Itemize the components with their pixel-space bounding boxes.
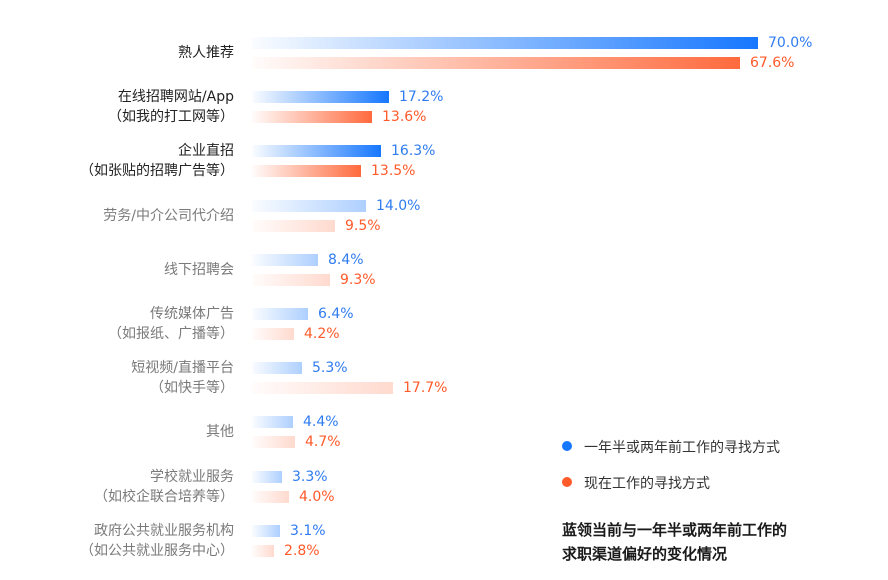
chart-title-line1: 蓝领当前与一年半或两年前工作的 bbox=[562, 521, 788, 539]
legend-label: 一年半或两年前工作的寻找方式 bbox=[584, 440, 780, 456]
legend-item-previous: 一年半或两年前工作的寻找方式 bbox=[562, 438, 780, 458]
bar-previous bbox=[252, 91, 389, 104]
bar-current bbox=[252, 490, 289, 503]
bar-current bbox=[252, 544, 274, 557]
category-label-line1: 线下招聘会 bbox=[164, 261, 234, 278]
value-label-previous: 6.4% bbox=[318, 306, 354, 322]
value-label-current: 4.7% bbox=[305, 434, 341, 451]
chart-title-line2: 求职渠道偏好的变化情况 bbox=[562, 545, 728, 563]
category-label-line2: （如我的打工网等） bbox=[108, 109, 234, 126]
bar-current bbox=[252, 328, 294, 340]
category-label-line1: 企业直招 bbox=[178, 143, 234, 160]
bar-group: 传统媒体广告 （如报纸、广播等） 6.4% 4.2% bbox=[0, 306, 888, 352]
category-label: 线下招聘会 bbox=[164, 260, 234, 280]
value-label-current: 4.0% bbox=[299, 488, 335, 505]
bar-previous bbox=[252, 362, 302, 375]
bar-current bbox=[252, 273, 330, 286]
value-label-current: 67.6% bbox=[750, 55, 795, 71]
category-label-line1: 政府公共就业服务机构 bbox=[94, 522, 234, 539]
value-label-current: 9.3% bbox=[340, 271, 376, 288]
value-label-previous: 3.1% bbox=[290, 522, 326, 539]
category-label: 短视频/直播平台 （如快手等） bbox=[131, 358, 234, 398]
bar-previous bbox=[252, 37, 758, 49]
category-label-line1: 劳务/中介公司代介绍 bbox=[103, 207, 234, 224]
bar-group: 短视频/直播平台 （如快手等） 5.3% 17.7% bbox=[0, 360, 888, 406]
legend-item-current: 现在工作的寻找方式 bbox=[562, 474, 710, 494]
value-label-previous: 4.4% bbox=[303, 414, 339, 431]
value-label-previous: 5.3% bbox=[312, 360, 348, 377]
bar-previous bbox=[252, 524, 280, 537]
chart-title: 蓝领当前与一年半或两年前工作的 求职渠道偏好的变化情况 bbox=[562, 518, 862, 566]
category-label-line1: 短视频/直播平台 bbox=[131, 360, 234, 377]
category-label-line1: 传统媒体广告 bbox=[150, 306, 234, 322]
category-label: 劳务/中介公司代介绍 bbox=[103, 206, 234, 226]
value-label-current: 9.5% bbox=[345, 217, 381, 234]
orange-dot-icon bbox=[562, 477, 572, 487]
category-label-line1: 在线招聘网站/App bbox=[117, 89, 234, 106]
category-label: 在线招聘网站/App （如我的打工网等） bbox=[108, 87, 234, 127]
bar-group: 学校就业服务 （如校企联合培养等） 3.3% 4.0% bbox=[0, 468, 888, 515]
value-label-previous: 17.2% bbox=[399, 89, 444, 106]
value-label-previous: 3.3% bbox=[292, 468, 328, 485]
bar-current bbox=[252, 165, 361, 178]
bar-group: 在线招聘网站/App （如我的打工网等） 17.2% 13.6% bbox=[0, 89, 888, 135]
blue-dot-icon bbox=[562, 441, 572, 451]
value-label-current: 13.5% bbox=[371, 163, 416, 180]
bar-group: 其他 4.4% 4.7% bbox=[0, 414, 888, 460]
category-label: 熟人推荐 bbox=[178, 43, 234, 63]
value-label-previous: 14.0% bbox=[376, 197, 421, 214]
bar-group: 企业直招 （如张贴的招聘广告等） 16.3% 13.5% bbox=[0, 143, 888, 189]
category-label-line2: （如公共就业服务中心） bbox=[80, 542, 234, 559]
category-label: 学校就业服务 （如校企联合培养等） bbox=[94, 467, 234, 507]
value-label-previous: 70.0% bbox=[768, 35, 813, 51]
bar-current bbox=[252, 57, 740, 69]
category-label: 企业直招 （如张贴的招聘广告等） bbox=[80, 141, 234, 181]
category-label-line1: 学校就业服务 bbox=[150, 468, 234, 485]
bar-previous bbox=[252, 145, 381, 158]
category-label: 其他 bbox=[206, 422, 234, 442]
bar-current bbox=[252, 382, 393, 395]
bar-previous bbox=[252, 199, 366, 212]
bar-current bbox=[252, 436, 295, 449]
category-label-line2: （如张贴的招聘广告等） bbox=[80, 163, 234, 180]
bar-current bbox=[252, 219, 335, 232]
category-label-line2: （如快手等） bbox=[150, 380, 234, 397]
category-label-line1: 其他 bbox=[206, 424, 234, 441]
bar-previous bbox=[252, 416, 293, 429]
value-label-current: 2.8% bbox=[284, 542, 320, 559]
category-label: 传统媒体广告 （如报纸、广播等） bbox=[108, 304, 234, 344]
value-label-current: 4.2% bbox=[304, 326, 340, 342]
category-label-line1: 熟人推荐 bbox=[178, 45, 234, 61]
legend-label: 现在工作的寻找方式 bbox=[584, 476, 710, 492]
bar-previous bbox=[252, 470, 282, 483]
value-label-current: 13.6% bbox=[382, 109, 427, 126]
bar-current bbox=[252, 111, 372, 124]
bar-group: 熟人推荐 70.0% 67.6% bbox=[0, 35, 888, 81]
bar-group: 政府公共就业服务机构 （如公共就业服务中心） 3.1% 2.8% bbox=[0, 522, 888, 569]
value-label-current: 17.7% bbox=[403, 380, 448, 397]
bar-group: 线下招聘会 8.4% 9.3% bbox=[0, 251, 888, 298]
bar-group: 劳务/中介公司代介绍 14.0% 9.5% bbox=[0, 197, 888, 244]
category-label: 政府公共就业服务机构 （如公共就业服务中心） bbox=[80, 521, 234, 561]
category-label-line2: （如校企联合培养等） bbox=[94, 488, 234, 505]
category-label-line2: （如报纸、广播等） bbox=[108, 326, 234, 342]
value-label-previous: 8.4% bbox=[328, 251, 364, 268]
bar-previous bbox=[252, 308, 308, 320]
bar-previous bbox=[252, 253, 318, 266]
value-label-previous: 16.3% bbox=[391, 143, 436, 160]
